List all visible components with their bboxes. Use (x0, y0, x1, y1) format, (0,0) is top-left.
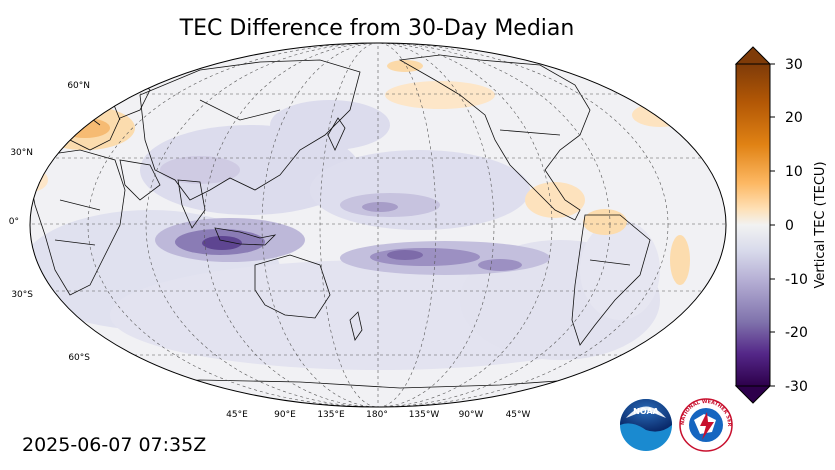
longitude-labels: 45°E 90°E 135°E 180° 135°W 90°W 45°W (226, 410, 530, 420)
lon-label: 90°W (459, 410, 484, 420)
lat-label: 60°S (68, 353, 90, 363)
latitude-labels: 60°N 30°N 0° 30°S 60°S (9, 81, 91, 363)
colorbar-tick-label: 30 (785, 57, 803, 73)
lon-label: 90°E (274, 410, 296, 420)
noaa-logo: NOAA (620, 399, 672, 451)
colorbar-body (735, 63, 771, 387)
lat-label: 30°S (11, 290, 33, 300)
lat-label: 30°N (10, 148, 33, 158)
colorbar-tick-label: 20 (785, 110, 803, 126)
lat-label: 0° (9, 217, 19, 227)
tec-anomaly-field (30, 60, 690, 370)
timestamp: 2025-06-07 07:35Z (22, 434, 206, 456)
lon-label: 135°E (317, 410, 345, 420)
map-outline (29, 42, 727, 408)
graticule (30, 43, 726, 407)
lat-label: 60°N (67, 81, 90, 91)
colorbar-tick-label: -20 (785, 325, 808, 341)
noaa-logo-text: NOAA (633, 407, 659, 416)
lon-label: 135°W (409, 410, 440, 420)
colorbar-label: Vertical TEC (TECU) (813, 161, 828, 288)
colorbar: 30 20 10 0 -10 -20 -30 Vertical TEC (TEC… (734, 46, 828, 404)
lon-label: 180° (366, 410, 388, 420)
colorbar-tick-label: -10 (785, 272, 808, 288)
colorbar-tick-label: 0 (785, 218, 794, 234)
colorbar-extend-bottom (734, 385, 772, 404)
chart-title: TEC Difference from 30-Day Median (179, 16, 575, 41)
lon-label: 45°E (226, 410, 248, 420)
colorbar-ticks (770, 63, 775, 387)
map (29, 42, 727, 408)
colorbar-tick-label: -30 (785, 379, 808, 395)
colorbar-tick-labels: 30 20 10 0 -10 -20 -30 (785, 57, 808, 395)
colorbar-tick-label: 10 (785, 164, 803, 180)
colorbar-extend-top (734, 46, 772, 65)
lon-label: 45°W (506, 410, 531, 420)
